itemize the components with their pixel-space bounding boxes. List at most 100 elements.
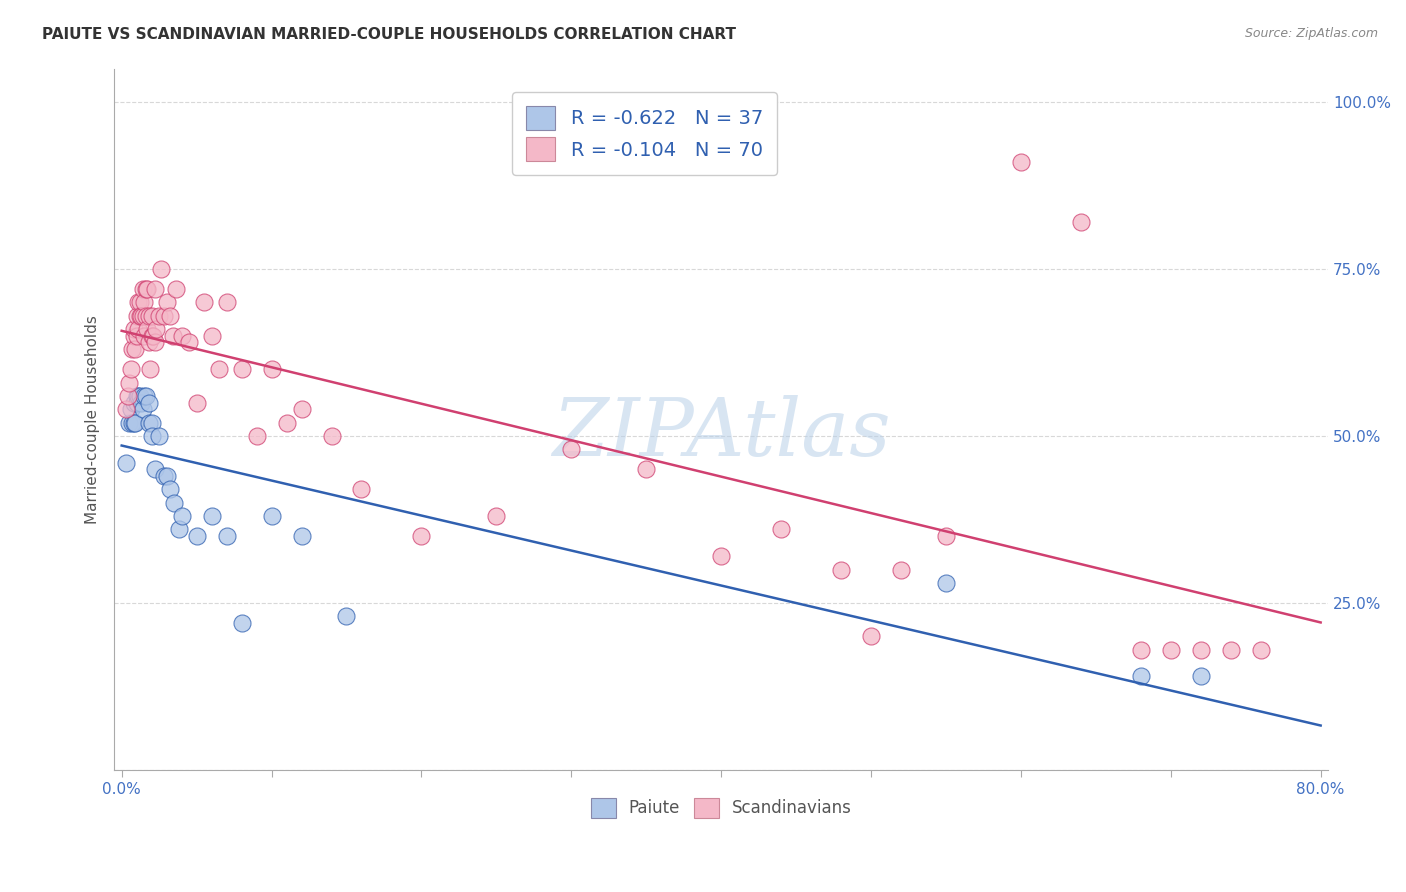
Point (115, 402, 138, 417)
Text: Source: ZipAtlas.com: Source: ZipAtlas.com (1244, 27, 1378, 40)
Point (201, 328, 224, 343)
Point (1010, 155, 1032, 169)
Point (560, 442, 582, 457)
Point (141, 429, 163, 443)
Point (143, 335, 166, 350)
Point (231, 615, 253, 630)
Point (245, 429, 267, 443)
Point (129, 309, 152, 323)
Point (485, 509, 508, 524)
Point (122, 328, 145, 343)
Point (215, 529, 238, 543)
Point (636, 462, 658, 476)
Point (152, 309, 174, 323)
Point (201, 509, 224, 524)
Point (118, 376, 141, 390)
Point (127, 389, 149, 403)
Point (1070, 215, 1092, 229)
Point (148, 309, 170, 323)
Point (231, 362, 253, 376)
Point (143, 462, 166, 476)
Point (770, 523, 793, 537)
Point (143, 282, 166, 296)
Point (138, 395, 160, 409)
Point (134, 389, 156, 403)
Point (128, 309, 150, 323)
Point (159, 309, 181, 323)
Point (276, 416, 298, 430)
Point (125, 309, 148, 323)
Point (120, 362, 142, 376)
Point (1250, 642, 1272, 657)
Point (1160, 642, 1182, 657)
Point (125, 395, 148, 409)
Point (135, 282, 157, 296)
Point (186, 529, 208, 543)
Y-axis label: Married-couple Households: Married-couple Households (86, 315, 100, 524)
Point (124, 342, 146, 356)
Point (121, 342, 143, 356)
Legend: Paiute, Scandinavians: Paiute, Scandinavians (583, 791, 859, 825)
Point (260, 509, 283, 524)
Point (129, 395, 152, 409)
Point (127, 295, 149, 310)
Point (411, 529, 433, 543)
Point (170, 328, 193, 343)
Point (890, 563, 912, 577)
Point (122, 416, 145, 430)
Point (124, 416, 146, 430)
Point (145, 322, 167, 336)
Point (163, 496, 186, 510)
Point (125, 389, 148, 403)
Point (179, 335, 201, 350)
Point (156, 295, 179, 310)
Point (141, 416, 163, 430)
Point (149, 262, 172, 277)
Point (134, 328, 156, 343)
Point (935, 529, 957, 543)
Point (135, 389, 157, 403)
Point (156, 469, 179, 483)
Point (131, 402, 153, 417)
Point (935, 576, 957, 591)
Point (117, 389, 139, 403)
Point (208, 362, 231, 376)
Text: ZIPAtlas: ZIPAtlas (553, 394, 890, 472)
Point (710, 549, 733, 564)
Point (125, 328, 148, 343)
Point (136, 282, 159, 296)
Point (138, 309, 160, 323)
Text: PAIUTE VS SCANDINAVIAN MARRIED-COUPLE HOUSEHOLDS CORRELATION CHART: PAIUTE VS SCANDINAVIAN MARRIED-COUPLE HO… (42, 27, 737, 42)
Point (122, 322, 145, 336)
Point (165, 282, 187, 296)
Point (127, 322, 149, 336)
Point (350, 483, 373, 497)
Point (135, 309, 157, 323)
Point (193, 295, 215, 310)
Point (115, 456, 138, 470)
Point (335, 609, 357, 624)
Point (152, 469, 174, 483)
Point (215, 295, 238, 310)
Point (138, 416, 160, 430)
Point (1219, 642, 1241, 657)
Point (1129, 642, 1152, 657)
Point (159, 483, 181, 497)
Point (162, 328, 184, 343)
Point (830, 563, 852, 577)
Point (1129, 669, 1152, 683)
Point (121, 416, 143, 430)
Point (122, 395, 145, 409)
Point (138, 335, 160, 350)
Point (134, 295, 156, 310)
Point (321, 429, 343, 443)
Point (141, 328, 163, 343)
Point (1189, 669, 1212, 683)
Point (290, 529, 312, 543)
Point (167, 523, 190, 537)
Point (148, 429, 170, 443)
Point (118, 416, 141, 430)
Point (141, 309, 163, 323)
Point (186, 395, 208, 409)
Point (131, 309, 153, 323)
